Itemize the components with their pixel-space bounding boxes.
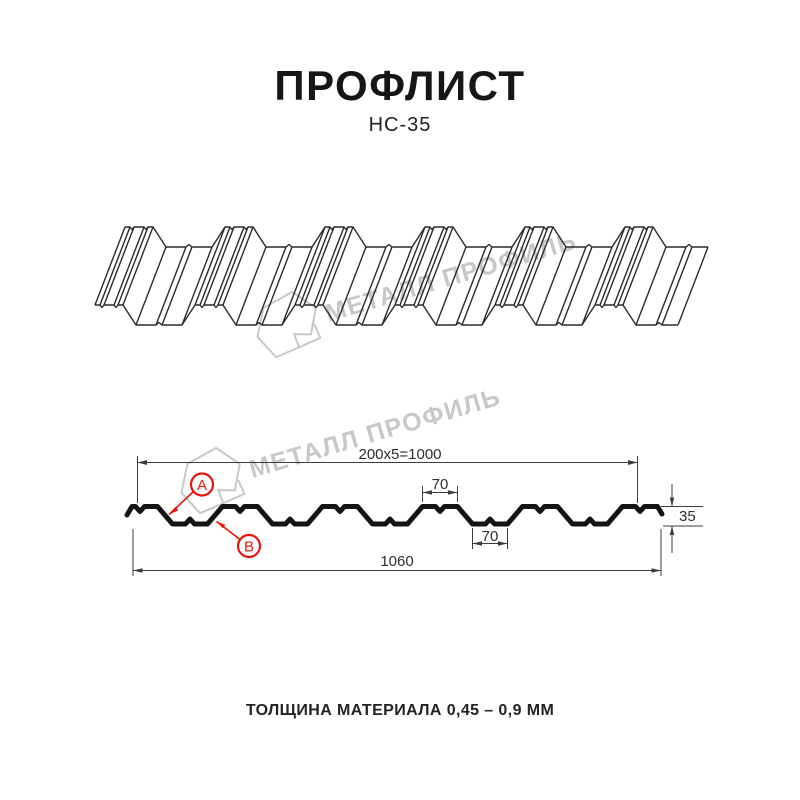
page-title: ПРОФЛИСТ [274, 62, 526, 109]
dim-coverage-label: 200x5=1000 [359, 446, 442, 463]
dimension-rib-top: 70 [422, 476, 458, 502]
callout-a: А [168, 472, 215, 516]
dim-rib-top-label: 70 [432, 476, 449, 493]
material-thickness-note: ТОЛЩИНА МАТЕРИАЛА 0,45 – 0,9 ММ [245, 702, 555, 719]
cross-section-drawing [124, 504, 665, 527]
dimension-coverage-width: 200x5=1000 [137, 446, 638, 503]
dimension-height: 35 [661, 484, 703, 553]
callout-b: В [216, 520, 262, 559]
brand-logo-icon [180, 446, 241, 515]
callout-b-label: В [244, 539, 254, 556]
callout-a-label: А [197, 477, 207, 494]
brand-logo-fold [222, 479, 246, 505]
profile-model-subtitle: НС-35 [368, 114, 432, 136]
brand-logo-icon [256, 290, 317, 359]
profile-3d-drawing [94, 226, 709, 326]
watermark-upper: МЕТАЛЛ ПРОФИЛЬ [256, 227, 580, 359]
dim-height-label: 35 [679, 508, 696, 525]
brand-logo-fold [298, 323, 322, 349]
dim-rib-bottom-label: 70 [482, 528, 499, 545]
profile-outline [124, 504, 665, 527]
dim-overall-label: 1060 [380, 553, 413, 570]
watermark-text: МЕТАЛЛ ПРОФИЛЬ [246, 383, 504, 484]
dimension-rib-bottom: 70 [472, 528, 508, 549]
dimension-overall-width: 1060 [132, 529, 662, 576]
